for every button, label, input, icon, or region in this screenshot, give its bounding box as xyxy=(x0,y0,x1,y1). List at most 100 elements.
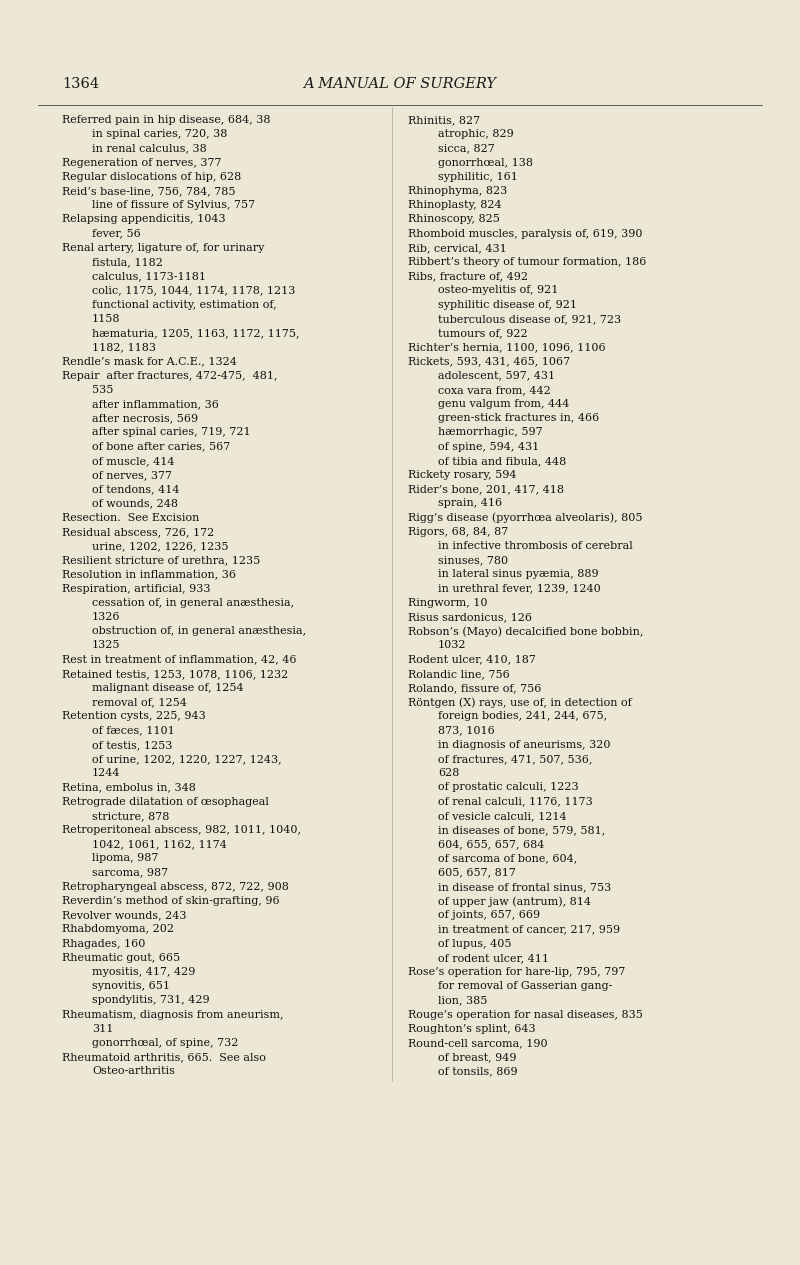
Text: syphilitic, 161: syphilitic, 161 xyxy=(438,172,518,182)
Text: Rouge’s operation for nasal diseases, 835: Rouge’s operation for nasal diseases, 83… xyxy=(408,1009,643,1020)
Text: Retina, embolus in, 348: Retina, embolus in, 348 xyxy=(62,782,196,792)
Text: lion, 385: lion, 385 xyxy=(438,996,487,1006)
Text: of sarcoma of bone, 604,: of sarcoma of bone, 604, xyxy=(438,854,578,864)
Text: myositis, 417, 429: myositis, 417, 429 xyxy=(92,966,195,977)
Text: hæmorrhagic, 597: hæmorrhagic, 597 xyxy=(438,428,542,438)
Text: Robson’s (Mayo) decalcified bone bobbin,: Robson’s (Mayo) decalcified bone bobbin, xyxy=(408,626,643,636)
Text: Rheumatoid arthritis, 665.  See also: Rheumatoid arthritis, 665. See also xyxy=(62,1052,266,1063)
Text: Renal artery, ligature of, for urinary: Renal artery, ligature of, for urinary xyxy=(62,243,264,253)
Text: of tonsils, 869: of tonsils, 869 xyxy=(438,1066,518,1077)
Text: Rhinoscopy, 825: Rhinoscopy, 825 xyxy=(408,214,500,224)
Text: Röntgen (X) rays, use of, in detection of: Röntgen (X) rays, use of, in detection o… xyxy=(408,697,632,707)
Text: foreign bodies, 241, 244, 675,: foreign bodies, 241, 244, 675, xyxy=(438,711,607,721)
Text: Round-cell sarcoma, 190: Round-cell sarcoma, 190 xyxy=(408,1039,548,1047)
Text: removal of, 1254: removal of, 1254 xyxy=(92,697,187,707)
Text: of tibia and fibula, 448: of tibia and fibula, 448 xyxy=(438,455,566,466)
Text: colic, 1175, 1044, 1174, 1178, 1213: colic, 1175, 1044, 1174, 1178, 1213 xyxy=(92,286,295,296)
Text: A MANUAL OF SURGERY: A MANUAL OF SURGERY xyxy=(303,77,497,91)
Text: Rheumatic gout, 665: Rheumatic gout, 665 xyxy=(62,953,180,963)
Text: of testis, 1253: of testis, 1253 xyxy=(92,740,172,750)
Text: coxa vara from, 442: coxa vara from, 442 xyxy=(438,385,550,395)
Text: lipoma, 987: lipoma, 987 xyxy=(92,854,158,864)
Text: of lupus, 405: of lupus, 405 xyxy=(438,939,511,949)
Text: tuberculous disease of, 921, 723: tuberculous disease of, 921, 723 xyxy=(438,314,621,324)
Text: Retropharyngeal abscess, 872, 722, 908: Retropharyngeal abscess, 872, 722, 908 xyxy=(62,882,289,892)
Text: of fæces, 1101: of fæces, 1101 xyxy=(92,726,174,736)
Text: fever, 56: fever, 56 xyxy=(92,229,141,239)
Text: in diagnosis of aneurisms, 320: in diagnosis of aneurisms, 320 xyxy=(438,740,610,750)
Text: 1364: 1364 xyxy=(62,77,99,91)
Text: Rhinophyma, 823: Rhinophyma, 823 xyxy=(408,186,507,196)
Text: of upper jaw (antrum), 814: of upper jaw (antrum), 814 xyxy=(438,896,591,907)
Text: of spine, 594, 431: of spine, 594, 431 xyxy=(438,441,539,452)
Text: Repair  after fractures, 472-475,  481,: Repair after fractures, 472-475, 481, xyxy=(62,371,278,381)
Text: Ribbert’s theory of tumour formation, 186: Ribbert’s theory of tumour formation, 18… xyxy=(408,257,646,267)
Text: in diseases of bone, 579, 581,: in diseases of bone, 579, 581, xyxy=(438,825,606,835)
Text: for removal of Gasserian gang-: for removal of Gasserian gang- xyxy=(438,982,612,992)
Text: in renal calculus, 38: in renal calculus, 38 xyxy=(92,143,206,153)
Text: Referred pain in hip disease, 684, 38: Referred pain in hip disease, 684, 38 xyxy=(62,115,270,125)
Text: Regeneration of nerves, 377: Regeneration of nerves, 377 xyxy=(62,158,222,167)
Text: Rodent ulcer, 410, 187: Rodent ulcer, 410, 187 xyxy=(408,654,536,664)
Text: Resolution in inflammation, 36: Resolution in inflammation, 36 xyxy=(62,569,236,579)
Text: of rodent ulcer, 411: of rodent ulcer, 411 xyxy=(438,953,549,963)
Text: 1042, 1061, 1162, 1174: 1042, 1061, 1162, 1174 xyxy=(92,839,227,849)
Text: tumours of, 922: tumours of, 922 xyxy=(438,328,528,338)
Text: Rolandic line, 756: Rolandic line, 756 xyxy=(408,669,510,679)
Text: osteo-myelitis of, 921: osteo-myelitis of, 921 xyxy=(438,286,558,296)
Text: Revolver wounds, 243: Revolver wounds, 243 xyxy=(62,911,186,920)
Text: after spinal caries, 719, 721: after spinal caries, 719, 721 xyxy=(92,428,250,438)
Text: in treatment of cancer, 217, 959: in treatment of cancer, 217, 959 xyxy=(438,925,620,935)
Text: Rhomboid muscles, paralysis of, 619, 390: Rhomboid muscles, paralysis of, 619, 390 xyxy=(408,229,642,239)
Text: sprain, 416: sprain, 416 xyxy=(438,498,502,509)
Text: functional activity, estimation of,: functional activity, estimation of, xyxy=(92,300,277,310)
Text: obstruction of, in general anæsthesia,: obstruction of, in general anæsthesia, xyxy=(92,626,306,636)
Text: in lateral sinus pyæmia, 889: in lateral sinus pyæmia, 889 xyxy=(438,569,598,579)
Text: calculus, 1173-1181: calculus, 1173-1181 xyxy=(92,271,206,281)
Text: Retained testis, 1253, 1078, 1106, 1232: Retained testis, 1253, 1078, 1106, 1232 xyxy=(62,669,288,679)
Text: Retrograde dilatation of œsophageal: Retrograde dilatation of œsophageal xyxy=(62,797,269,807)
Text: Retroperitoneal abscess, 982, 1011, 1040,: Retroperitoneal abscess, 982, 1011, 1040… xyxy=(62,825,301,835)
Text: of joints, 657, 669: of joints, 657, 669 xyxy=(438,911,540,920)
Text: of muscle, 414: of muscle, 414 xyxy=(92,455,174,466)
Text: Rigors, 68, 84, 87: Rigors, 68, 84, 87 xyxy=(408,526,508,536)
Text: Rhagades, 160: Rhagades, 160 xyxy=(62,939,146,949)
Text: hæmaturia, 1205, 1163, 1172, 1175,: hæmaturia, 1205, 1163, 1172, 1175, xyxy=(92,328,299,338)
Text: Risus sardonicus, 126: Risus sardonicus, 126 xyxy=(408,612,532,622)
Text: Retention cysts, 225, 943: Retention cysts, 225, 943 xyxy=(62,711,206,721)
Text: Rickety rosary, 594: Rickety rosary, 594 xyxy=(408,471,517,479)
Text: of urine, 1202, 1220, 1227, 1243,: of urine, 1202, 1220, 1227, 1243, xyxy=(92,754,282,764)
Text: Rolando, fissure of, 756: Rolando, fissure of, 756 xyxy=(408,683,542,693)
Text: Rigg’s disease (pyorrhœa alveolaris), 805: Rigg’s disease (pyorrhœa alveolaris), 80… xyxy=(408,512,642,524)
Text: of wounds, 248: of wounds, 248 xyxy=(92,498,178,509)
Text: gonorrhœal, 138: gonorrhœal, 138 xyxy=(438,158,533,167)
Text: genu valgum from, 444: genu valgum from, 444 xyxy=(438,398,570,409)
Text: line of fissure of Sylvius, 757: line of fissure of Sylvius, 757 xyxy=(92,200,255,210)
Text: 628: 628 xyxy=(438,768,459,778)
Text: in urethral fever, 1239, 1240: in urethral fever, 1239, 1240 xyxy=(438,583,601,593)
Text: Regular dislocations of hip, 628: Regular dislocations of hip, 628 xyxy=(62,172,242,182)
Text: after necrosis, 569: after necrosis, 569 xyxy=(92,414,198,424)
Text: 604, 655, 657, 684: 604, 655, 657, 684 xyxy=(438,839,544,849)
Text: cessation of, in general anæsthesia,: cessation of, in general anæsthesia, xyxy=(92,598,294,607)
Text: stricture, 878: stricture, 878 xyxy=(92,811,170,821)
Text: Residual abscess, 726, 172: Residual abscess, 726, 172 xyxy=(62,526,214,536)
Text: in disease of frontal sinus, 753: in disease of frontal sinus, 753 xyxy=(438,882,611,892)
Text: of vesicle calculi, 1214: of vesicle calculi, 1214 xyxy=(438,811,566,821)
Text: Rickets, 593, 431, 465, 1067: Rickets, 593, 431, 465, 1067 xyxy=(408,357,570,367)
Text: 535: 535 xyxy=(92,385,114,395)
Text: after inflammation, 36: after inflammation, 36 xyxy=(92,398,219,409)
Text: synovitis, 651: synovitis, 651 xyxy=(92,982,170,992)
Text: malignant disease of, 1254: malignant disease of, 1254 xyxy=(92,683,244,693)
Text: Resilient stricture of urethra, 1235: Resilient stricture of urethra, 1235 xyxy=(62,555,260,565)
Text: of nerves, 377: of nerves, 377 xyxy=(92,471,172,479)
Text: Ribs, fracture of, 492: Ribs, fracture of, 492 xyxy=(408,271,528,281)
Text: Reid’s base-line, 756, 784, 785: Reid’s base-line, 756, 784, 785 xyxy=(62,186,235,196)
Text: of renal calculi, 1176, 1173: of renal calculi, 1176, 1173 xyxy=(438,797,593,807)
Text: gonorrhœal, of spine, 732: gonorrhœal, of spine, 732 xyxy=(92,1039,238,1047)
Text: of prostatic calculi, 1223: of prostatic calculi, 1223 xyxy=(438,782,578,792)
Text: syphilitic disease of, 921: syphilitic disease of, 921 xyxy=(438,300,577,310)
Text: Rib, cervical, 431: Rib, cervical, 431 xyxy=(408,243,506,253)
Text: Rhabdomyoma, 202: Rhabdomyoma, 202 xyxy=(62,925,174,935)
Text: adolescent, 597, 431: adolescent, 597, 431 xyxy=(438,371,555,381)
